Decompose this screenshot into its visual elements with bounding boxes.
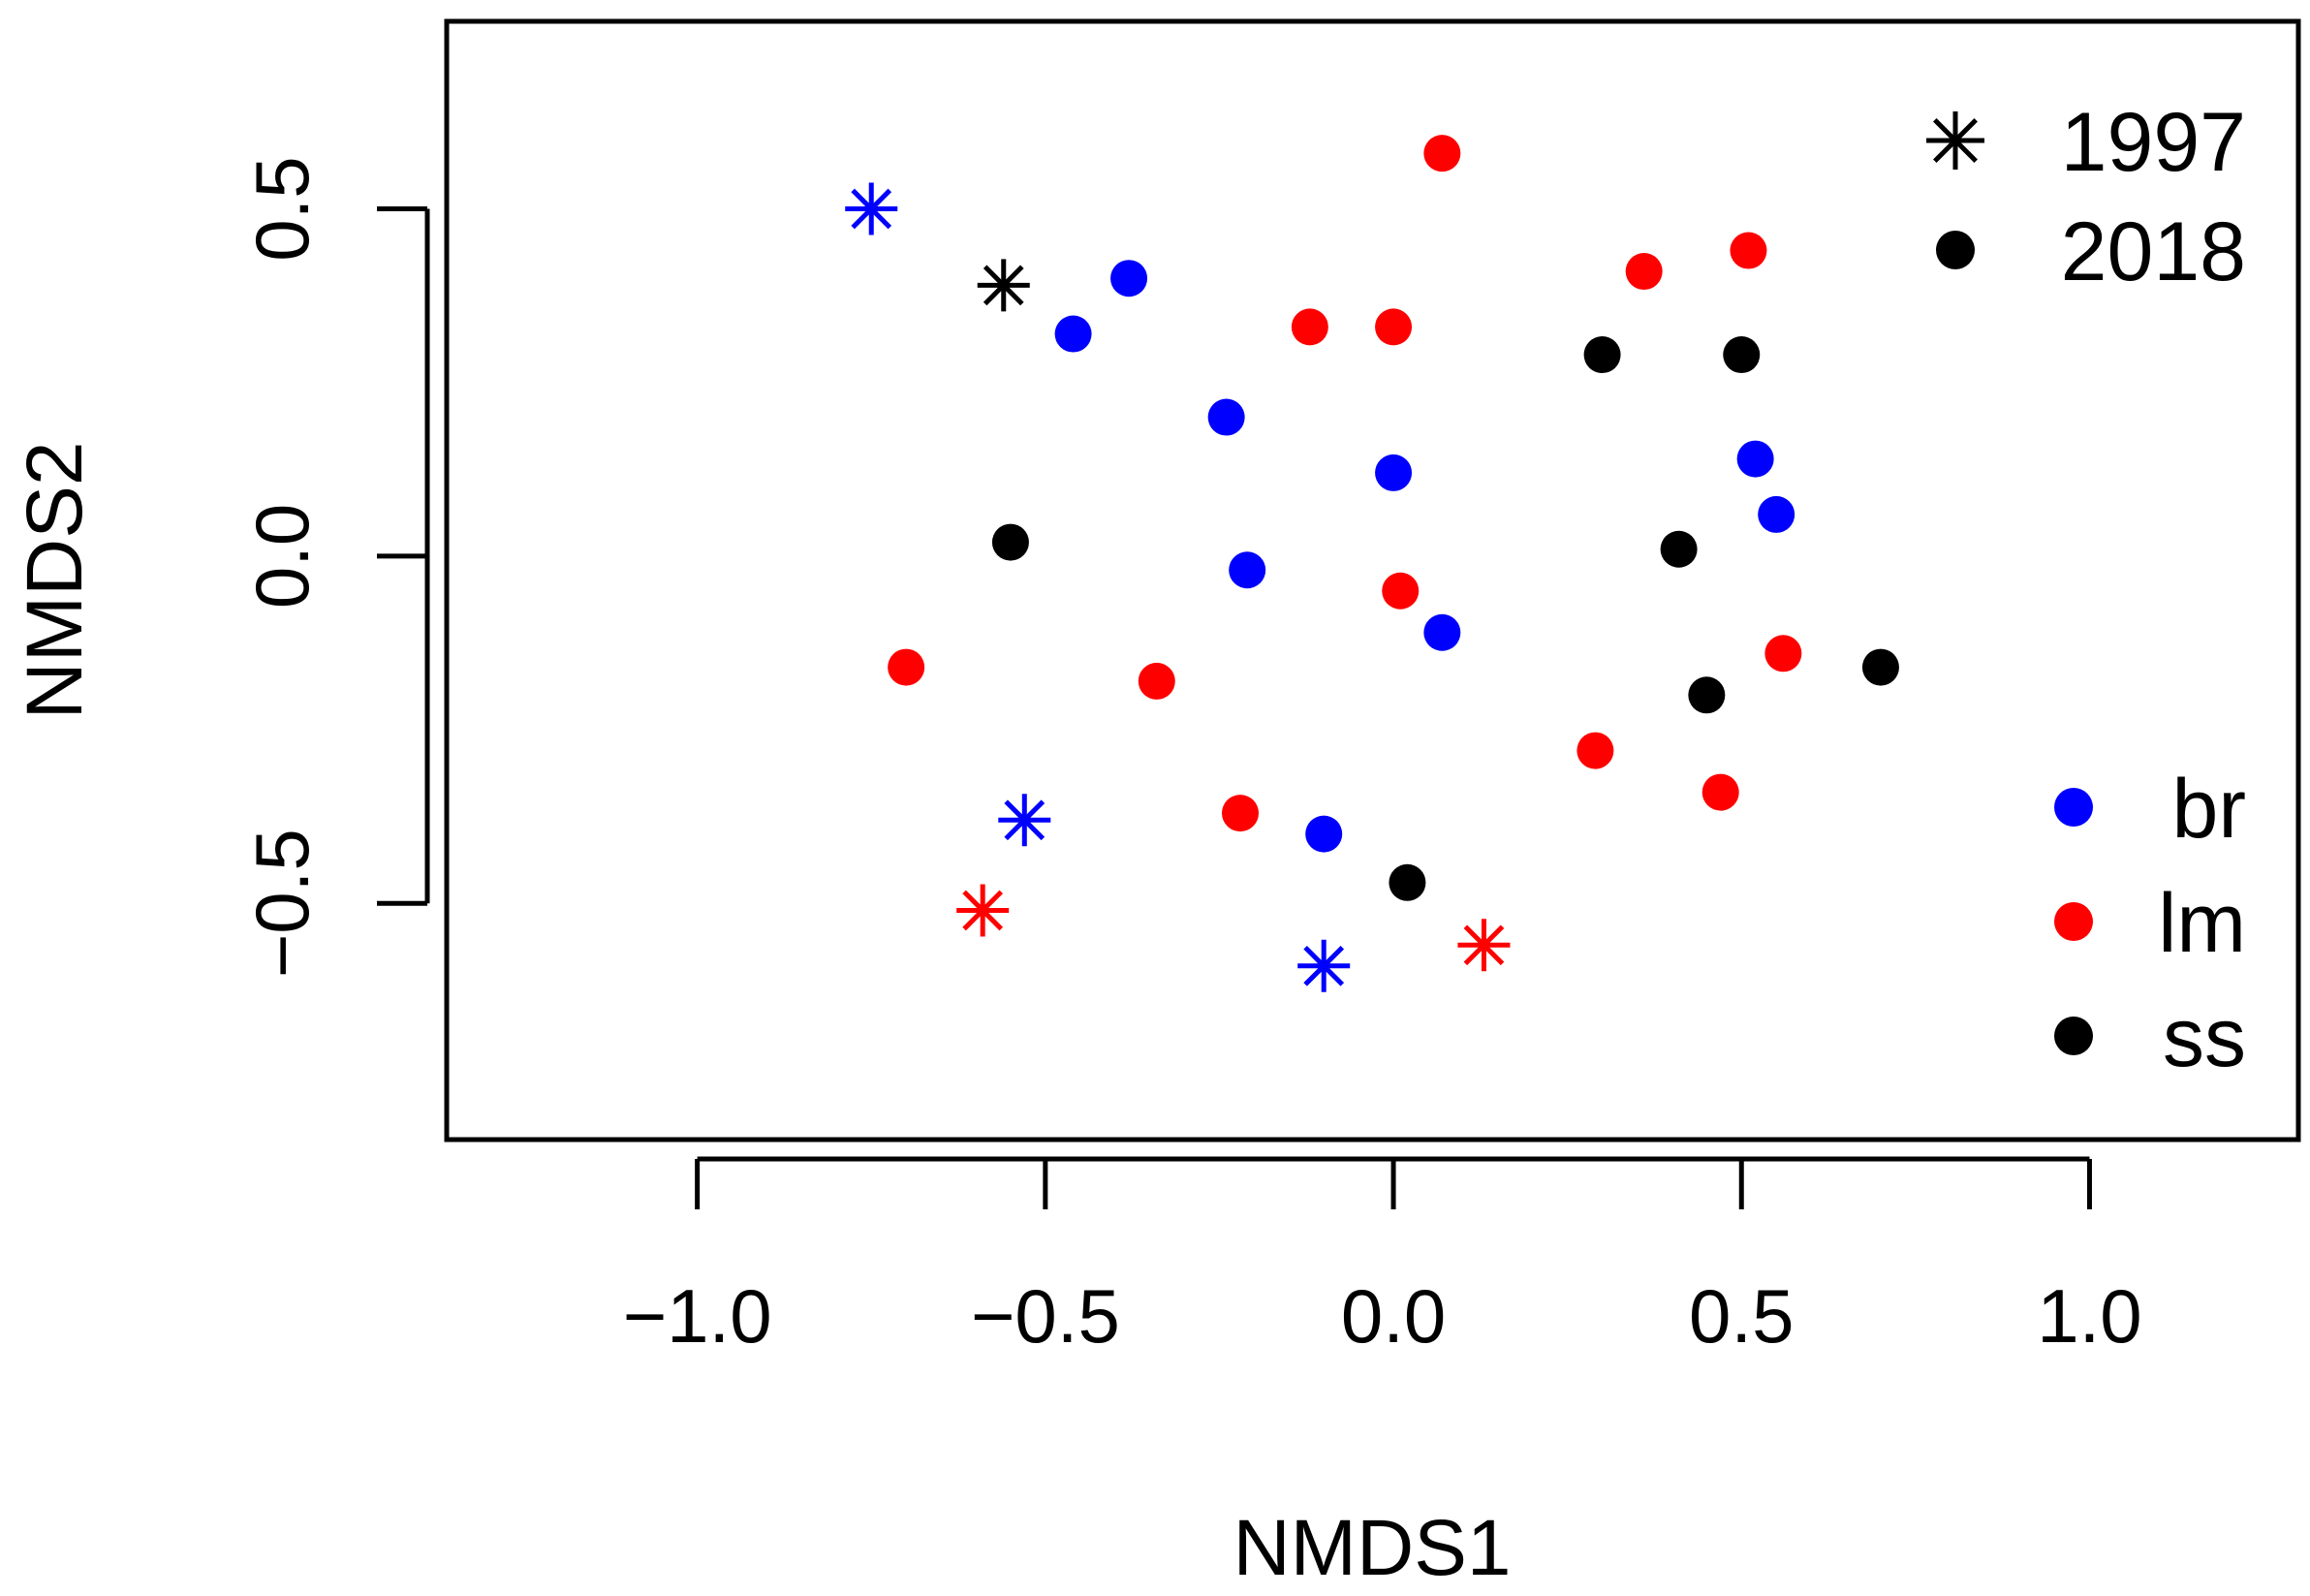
data-point-circle	[1222, 795, 1259, 832]
data-point-circle	[1758, 495, 1795, 533]
legend-group-label: lm	[2158, 877, 2246, 970]
y-tick-label: 0.0	[239, 504, 325, 609]
asterisk-stroke	[962, 890, 1004, 931]
legend-circle-marker	[1936, 231, 1975, 269]
data-point-circle	[1291, 308, 1328, 346]
data-point-circle	[1207, 398, 1245, 436]
legend-group-label: ss	[2163, 991, 2246, 1084]
data-point-circle	[1688, 676, 1726, 714]
data-point-circle	[991, 523, 1029, 561]
data-point-circle	[1660, 530, 1698, 568]
data-point-asterisk	[1297, 939, 1351, 992]
data-point-asterisk	[956, 884, 1010, 937]
data-point-circle	[1625, 253, 1663, 291]
data-point-circle	[1701, 773, 1739, 811]
legend-year: 1997 2018	[1926, 96, 2246, 298]
legend-color-marker	[2054, 788, 2093, 827]
data-point-circle	[1764, 635, 1802, 673]
data-point-asterisk	[845, 182, 898, 235]
data-point-circle	[888, 648, 925, 686]
x-tick-label: 0.0	[1341, 1273, 1446, 1359]
asterisk-stroke	[983, 265, 1024, 306]
data-point-circle	[1305, 815, 1343, 853]
data-point-circle	[1861, 648, 1899, 686]
legend-year-label: 2018	[2061, 205, 2246, 298]
data-point-circle	[1576, 732, 1614, 769]
legend-group-label: br	[2172, 763, 2246, 856]
y-axis-label: NMDS2	[11, 441, 99, 719]
data-point-circle	[1423, 613, 1461, 651]
y-tick-label: −0.5	[239, 829, 325, 978]
data-point-circle	[1138, 662, 1175, 700]
asterisk-stroke	[1303, 945, 1345, 986]
data-point-circle	[1423, 135, 1461, 172]
x-axis: −1.0 −0.5 0.0 0.5 1.0	[623, 1156, 2142, 1359]
asterisk-stroke	[1004, 799, 1046, 841]
data-point-circle	[1723, 336, 1761, 374]
legend-asterisk-marker	[1926, 111, 1984, 170]
data-point-circle	[1730, 232, 1767, 269]
data-point-circle	[1736, 440, 1774, 478]
x-axis-label: NMDS1	[1233, 1504, 1511, 1592]
legend-group: br lm ss	[2054, 763, 2246, 1084]
data-point-asterisk	[998, 794, 1051, 847]
asterisk-stroke	[1463, 924, 1505, 966]
asterisk-stroke	[1933, 118, 1978, 163]
y-axis: −0.5 0.0 0.5	[239, 156, 430, 978]
data-point-circle	[1054, 315, 1092, 353]
data-points	[845, 135, 1899, 992]
legend-year-label: 1997	[2061, 96, 2246, 189]
x-tick-label: 1.0	[2037, 1273, 2141, 1359]
data-point-circle	[1110, 260, 1148, 297]
x-tick-label: −0.5	[971, 1273, 1120, 1359]
x-tick-label: 0.5	[1689, 1273, 1794, 1359]
plot-frame	[444, 18, 2301, 1142]
data-point-circle	[1583, 336, 1621, 374]
data-point-circle	[1389, 863, 1426, 901]
data-point-asterisk	[977, 259, 1030, 312]
asterisk-stroke	[851, 188, 892, 230]
legend-color-marker	[2054, 1017, 2093, 1055]
data-point-circle	[1229, 551, 1266, 589]
y-tick-label: 0.5	[239, 156, 325, 261]
x-tick-label: −1.0	[623, 1273, 772, 1359]
legend-color-marker	[2054, 902, 2093, 941]
data-point-asterisk	[1457, 919, 1511, 972]
data-point-circle	[1382, 572, 1420, 610]
data-point-circle	[1375, 308, 1413, 346]
data-point-circle	[1375, 454, 1413, 491]
